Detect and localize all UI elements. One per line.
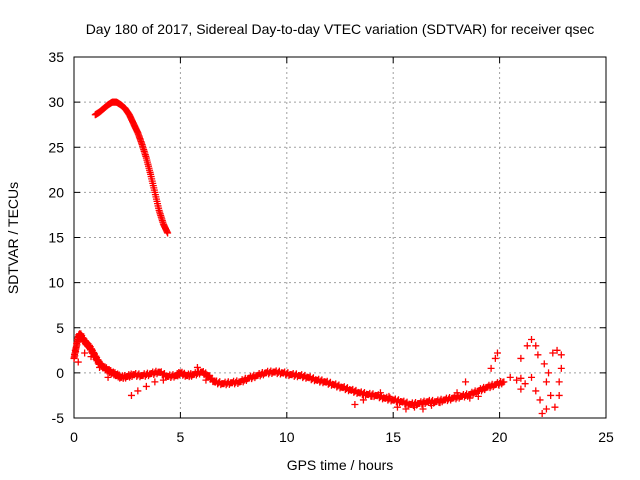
data-point: [393, 403, 401, 411]
data-point: [151, 378, 159, 386]
data-point: [517, 354, 525, 362]
x-axis-label: GPS time / hours: [287, 457, 394, 473]
x-tick-label: 0: [70, 429, 78, 445]
axis-ticks: 0 5 10 15 20 25 -5 0 5 10 15 20 25 30 35: [48, 49, 614, 445]
x-tick-label: 5: [177, 429, 185, 445]
data-point: [540, 360, 548, 368]
data-point: [517, 374, 525, 382]
data-point: [402, 405, 410, 413]
data-point: [517, 385, 525, 393]
data-point: [436, 399, 444, 407]
data-point: [532, 342, 540, 350]
chart-title: Day 180 of 2017, Sidereal Day-to-day VTE…: [86, 21, 595, 37]
data-point: [368, 392, 376, 400]
data-point: [127, 391, 135, 399]
data-point: [164, 229, 172, 237]
data-point: [134, 387, 142, 395]
y-tick-label: -5: [52, 410, 65, 426]
data-point: [87, 353, 95, 361]
data-point: [474, 392, 482, 400]
data-point: [538, 409, 546, 417]
data-point: [491, 354, 499, 362]
data-point: [428, 401, 436, 409]
data-point: [113, 372, 121, 380]
data-point: [536, 396, 544, 404]
data-point: [74, 358, 82, 366]
data-point: [534, 351, 542, 359]
data-point: [542, 378, 550, 386]
data-point: [551, 403, 559, 411]
data-point: [555, 378, 563, 386]
data-point: [528, 335, 536, 343]
y-tick-label: 15: [48, 230, 64, 246]
data-point: [500, 378, 508, 386]
data-point: [523, 342, 531, 350]
data-point: [487, 364, 495, 372]
data-point: [528, 373, 536, 381]
data-point: [202, 376, 210, 384]
data-point: [410, 403, 418, 411]
data-point: [547, 391, 555, 399]
data-point: [557, 364, 565, 372]
data-point: [506, 373, 514, 381]
data-point: [521, 380, 529, 388]
data-point: [351, 400, 359, 408]
x-tick-label: 20: [492, 429, 508, 445]
data-point: [557, 351, 565, 359]
data-point: [96, 363, 104, 371]
data-point: [193, 363, 201, 371]
y-tick-label: 5: [56, 320, 64, 336]
y-tick-label: 10: [48, 275, 64, 291]
data-point: [513, 376, 521, 384]
data-points: [70, 98, 565, 417]
data-point: [159, 376, 167, 384]
data-point: [81, 349, 89, 357]
data-point: [385, 392, 393, 400]
data-point: [359, 396, 367, 404]
grid: [74, 57, 606, 418]
y-tick-label: 25: [48, 139, 64, 155]
data-point: [545, 369, 553, 377]
y-tick-label: 0: [56, 365, 64, 381]
x-tick-label: 10: [279, 429, 295, 445]
x-tick-label: 15: [385, 429, 401, 445]
x-tick-label: 25: [598, 429, 614, 445]
data-point: [104, 373, 112, 381]
data-point: [453, 389, 461, 397]
data-point: [555, 391, 563, 399]
data-point: [481, 385, 489, 393]
data-point: [419, 405, 427, 413]
y-axis-label: SDTVAR / TECUs: [5, 182, 21, 294]
data-point: [466, 394, 474, 402]
data-point: [376, 389, 384, 397]
data-point: [532, 387, 540, 395]
data-point: [142, 382, 150, 390]
y-tick-label: 35: [48, 49, 64, 65]
y-tick-label: 30: [48, 94, 64, 110]
data-point: [493, 349, 501, 357]
y-tick-label: 20: [48, 184, 64, 200]
data-point: [462, 378, 470, 386]
data-point: [553, 346, 561, 354]
data-point: [549, 349, 557, 357]
data-point: [542, 405, 550, 413]
